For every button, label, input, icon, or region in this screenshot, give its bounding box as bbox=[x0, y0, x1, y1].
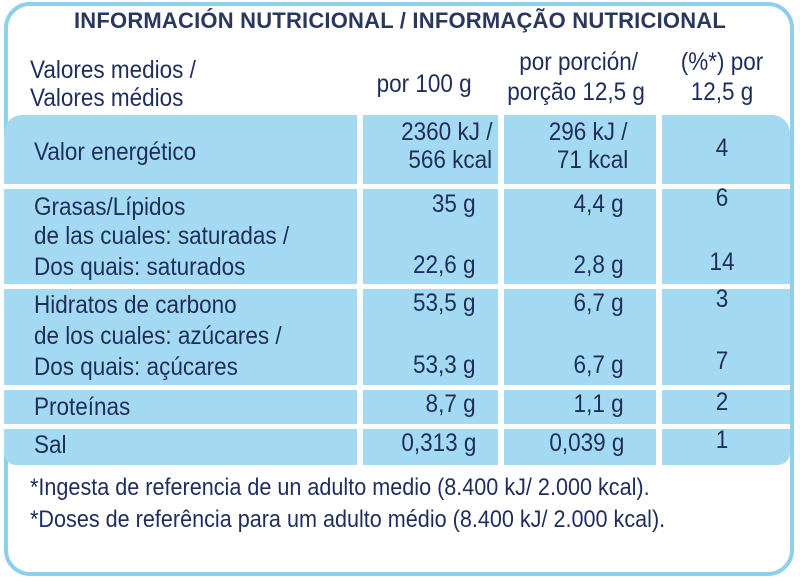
cell-value: 22,6 g bbox=[413, 251, 476, 279]
cell-percent: 4 bbox=[715, 134, 729, 162]
cell-percent: 14 bbox=[709, 248, 735, 276]
row-divider bbox=[4, 385, 790, 390]
row-label-salt: Sal bbox=[34, 431, 67, 459]
header-per-portion: porção 12,5 g bbox=[507, 78, 645, 106]
cell-percent: 2 bbox=[715, 388, 729, 416]
column-divider bbox=[357, 115, 363, 465]
row-label-saturated: Dos quais: saturados bbox=[34, 253, 246, 281]
cell-percent: 3 bbox=[715, 285, 729, 313]
cell-value: 2360 kJ / bbox=[400, 118, 492, 146]
header-percent: (%*) por bbox=[680, 48, 764, 76]
cell-value: 0,313 g bbox=[400, 429, 476, 457]
header-per-100g: por 100 g bbox=[376, 70, 472, 98]
row-divider bbox=[4, 424, 790, 429]
row-label-fats: Grasas/Lípidos bbox=[34, 193, 186, 221]
row-label-proteins: Proteínas bbox=[34, 393, 131, 421]
cell-value: 35 g bbox=[432, 190, 476, 218]
row-label-energy: Valor energético bbox=[34, 138, 197, 166]
row-divider bbox=[4, 184, 790, 189]
footnote-es: *Ingesta de referencia de un adulto medi… bbox=[30, 474, 650, 501]
row-divider bbox=[4, 284, 790, 289]
cell-percent: 7 bbox=[715, 347, 729, 375]
header-percent: 12,5 g bbox=[690, 78, 754, 106]
cell-value: 296 kJ / bbox=[549, 118, 628, 146]
cell-value: 53,3 g bbox=[413, 351, 476, 379]
cell-value: 8,7 g bbox=[425, 390, 476, 418]
cell-value: 4,4 g bbox=[573, 190, 624, 218]
column-divider bbox=[656, 115, 662, 465]
header-label: Valores medios / bbox=[30, 56, 196, 84]
cell-value: 53,5 g bbox=[413, 289, 476, 317]
cell-percent: 1 bbox=[715, 426, 729, 454]
cell-value: 6,7 g bbox=[573, 351, 624, 379]
footnote-pt: *Doses de referência para um adulto médi… bbox=[30, 506, 666, 533]
row-label-saturated: de las cuales: saturadas / bbox=[34, 222, 290, 250]
cell-value: 6,7 g bbox=[573, 289, 624, 317]
row-label-carbs: Hidratos de carbono bbox=[34, 291, 237, 319]
column-divider bbox=[498, 115, 504, 465]
cell-value: 71 kcal bbox=[556, 146, 628, 174]
table-title: INFORMACIÓN NUTRICIONAL / INFORMAÇÃO NUT… bbox=[73, 8, 727, 33]
header-label: Valores médios bbox=[30, 84, 184, 112]
cell-value: 1,1 g bbox=[573, 390, 624, 418]
cell-percent: 6 bbox=[715, 184, 729, 212]
cell-value: 0,039 g bbox=[548, 429, 624, 457]
header-per-portion: por porción/ bbox=[519, 48, 638, 76]
row-label-sugars: de los cuales: azúcares / bbox=[34, 322, 282, 350]
row-label-sugars: Dos quais: açúcares bbox=[34, 353, 238, 381]
cell-value: 566 kcal bbox=[408, 146, 492, 174]
cell-value: 2,8 g bbox=[573, 251, 624, 279]
